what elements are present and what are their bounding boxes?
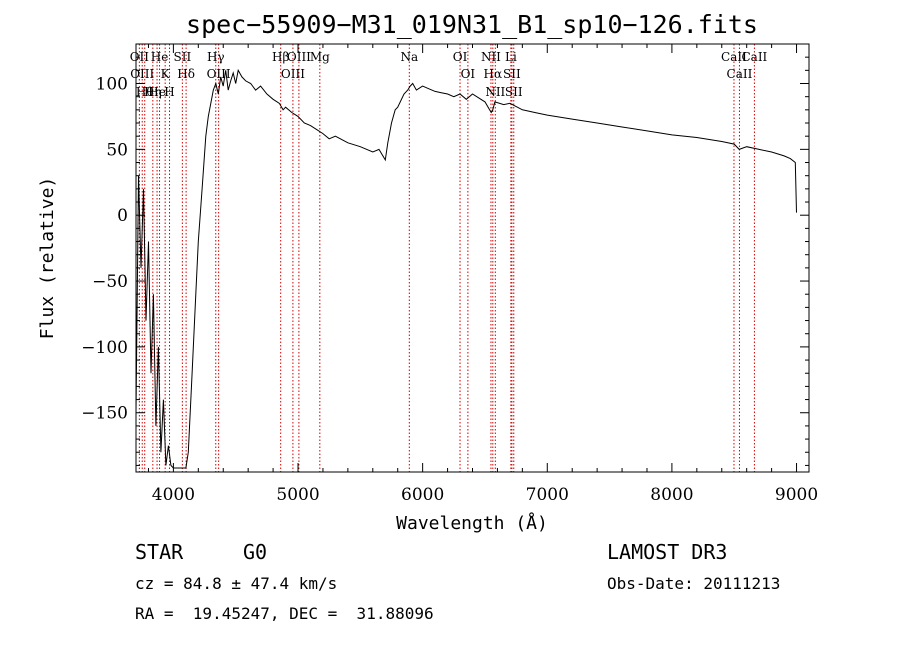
y-tick-label: 100 (96, 75, 128, 95)
y-tick-label: 50 (106, 140, 128, 160)
line-marker-label: H (164, 85, 174, 99)
object-class: STAR (135, 540, 184, 564)
coordinates: RA = 19.45247, DEC = 31.88096 (135, 604, 434, 623)
x-tick-label: 7000 (526, 485, 569, 505)
line-marker-label: OIII (287, 50, 311, 64)
x-tick-label: 5000 (276, 485, 319, 505)
y-axis-label: Flux (relative) (37, 177, 58, 340)
x-tick-label: 9000 (775, 485, 818, 505)
line-marker-label: Hθ (136, 85, 154, 99)
x-axis-label: Wavelength (Å) (396, 512, 548, 534)
line-marker-label: SII (505, 85, 523, 99)
redshift-readout: cz = 84.8 ± 47.4 km/s (135, 574, 338, 593)
x-tick-label: 4000 (152, 485, 195, 505)
line-marker-label: NII (485, 85, 505, 99)
line-marker-labels: OIIOIIIHθHηHeHeKHSIIHδHγOIIIHβOIIIOIIIMg… (130, 50, 768, 99)
line-marker-label: Hβ (272, 50, 289, 64)
line-marker-label: Li (505, 50, 517, 64)
line-marker-label: OI (461, 67, 476, 81)
plot-frame (135, 43, 810, 473)
x-tick-label: 8000 (650, 485, 693, 505)
line-markers (138, 44, 755, 472)
line-marker-label: SII (174, 50, 192, 64)
y-tick-label: −150 (81, 404, 128, 424)
y-tick-label: 0 (117, 206, 128, 226)
line-marker-label: Hδ (177, 67, 195, 81)
line-marker-label: Na (400, 50, 418, 64)
y-tick-label: −100 (81, 338, 128, 358)
line-marker-label: OIII (281, 67, 305, 81)
survey-name: LAMOST DR3 (607, 540, 728, 564)
line-marker-label: SII (503, 67, 521, 81)
object-subclass: G0 (243, 540, 268, 564)
line-marker-label: OIII (130, 67, 154, 81)
y-axis-ticks: −150 −100 −50 0 50 100 (81, 43, 809, 466)
line-marker-label: CaII (721, 50, 747, 64)
y-tick-label: −50 (92, 272, 128, 292)
line-marker-label: Hα (484, 67, 503, 81)
obs-date: Obs-Date: 20111213 (607, 574, 781, 593)
line-marker-label: NII (481, 50, 501, 64)
spectrum-line (135, 68, 797, 469)
spectrum-chart: spec−55909−M31_019N31_B1_sp10−126.fits O… (37, 10, 818, 534)
line-marker-label: CaII (727, 67, 753, 81)
line-marker-label: Hγ (207, 50, 225, 64)
x-tick-label: 6000 (401, 485, 444, 505)
line-marker-label: OI (453, 50, 468, 64)
chart-title: spec−55909−M31_019N31_B1_sp10−126.fits (186, 10, 758, 39)
line-marker-label: K (161, 67, 171, 81)
line-marker-label: He (148, 85, 166, 99)
line-marker-label: He (151, 50, 169, 64)
line-marker-label: Mg (310, 50, 330, 64)
line-marker-label: CaII (741, 50, 767, 64)
x-axis-ticks: 4000 5000 6000 7000 8000 9000 (147, 44, 818, 505)
line-marker-label: Hη (144, 85, 162, 99)
